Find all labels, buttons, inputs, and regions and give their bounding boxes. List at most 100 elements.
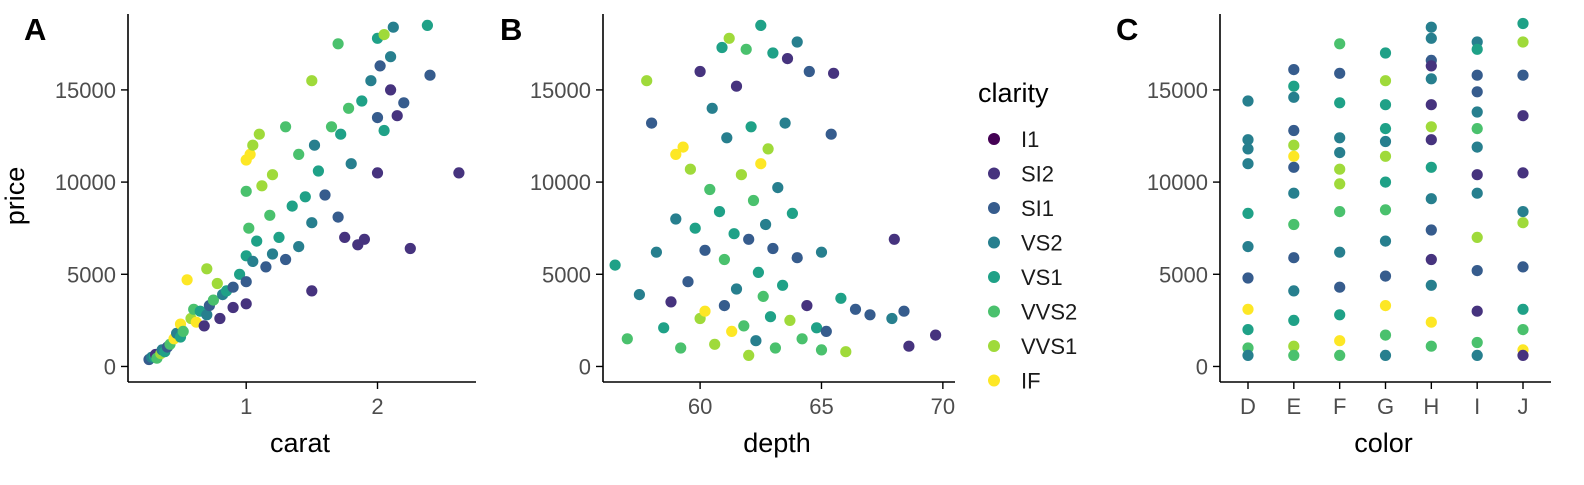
data-point [1334, 335, 1346, 347]
data-point [234, 268, 246, 280]
x-tick-label: I [1474, 394, 1480, 419]
data-point [378, 124, 390, 137]
data-point [214, 312, 226, 325]
legend-swatch [988, 340, 1000, 352]
data-point [1334, 349, 1346, 361]
data-point [609, 259, 621, 271]
data-point [201, 309, 213, 321]
data-point [378, 28, 390, 41]
data-point [684, 163, 697, 175]
data-point [767, 242, 779, 255]
data-point [670, 148, 682, 160]
data-point [815, 246, 828, 258]
data-point [1517, 167, 1529, 179]
y-tick-label: 10000 [55, 170, 116, 195]
legend-label: I1 [1021, 127, 1039, 152]
data-point [694, 65, 706, 78]
x-tick-label: J [1518, 394, 1529, 419]
data-point [299, 191, 311, 203]
data-point [706, 102, 718, 114]
data-point [1517, 324, 1529, 336]
data-point [1334, 132, 1346, 144]
data-point [240, 185, 252, 197]
data-point [721, 132, 733, 144]
x-tick-label: 1 [240, 394, 252, 419]
data-point [803, 65, 815, 78]
data-point [726, 325, 738, 337]
data-point [211, 277, 223, 290]
data-point [1379, 150, 1392, 162]
legend-swatch [988, 374, 1000, 387]
data-point [815, 344, 828, 356]
data-point [888, 233, 900, 245]
legend-swatch [988, 236, 1000, 249]
data-point [1425, 21, 1437, 33]
data-point [365, 75, 377, 87]
panel-a: 0 5000 10000 15000 1 2 carat price A [0, 12, 476, 458]
data-point [1517, 303, 1529, 315]
data-point [1242, 324, 1254, 336]
data-point [345, 158, 357, 170]
data-point [264, 209, 276, 221]
data-point [828, 67, 840, 79]
data-point [1288, 161, 1300, 173]
data-point [385, 51, 397, 63]
data-point [293, 148, 305, 160]
data-point [1471, 43, 1483, 55]
legend-label: VVS2 [1021, 300, 1077, 325]
y-tick-label: 5000 [542, 262, 591, 287]
data-point [260, 261, 272, 273]
data-point [658, 322, 670, 334]
data-point [332, 211, 344, 223]
data-point [385, 84, 397, 96]
data-point [319, 189, 331, 201]
data-point [730, 80, 743, 92]
legend-label: SI2 [1021, 162, 1054, 187]
data-point [864, 309, 876, 321]
legend-label: VVS1 [1021, 334, 1077, 359]
points-layer [1242, 17, 1529, 361]
data-point [1379, 176, 1392, 188]
data-point [332, 38, 344, 50]
legend-swatch [988, 167, 1000, 180]
data-point [769, 342, 782, 354]
data-point [752, 266, 765, 278]
data-point [682, 276, 694, 288]
data-point [743, 233, 755, 245]
data-point [704, 183, 716, 196]
data-point [1379, 270, 1392, 282]
data-point [675, 342, 687, 354]
y-tick-label: 10000 [1147, 170, 1208, 195]
data-point [253, 128, 265, 140]
legend-label: IF [1021, 369, 1041, 394]
panel-tag: C [1116, 12, 1138, 47]
data-point [757, 290, 769, 302]
data-point [718, 300, 731, 312]
data-point [256, 180, 268, 192]
data-point [772, 182, 784, 194]
data-point [743, 349, 755, 361]
data-point [306, 285, 318, 297]
data-point [306, 75, 318, 87]
y-tick-label: 15000 [55, 78, 116, 103]
data-point [1379, 204, 1392, 216]
y-axis-label: price [0, 167, 30, 226]
data-point [735, 169, 748, 181]
data-point [709, 338, 721, 350]
y-tick-label: 0 [579, 354, 591, 379]
data-point [424, 69, 436, 81]
x-tick-label: F [1333, 394, 1346, 419]
data-point [453, 167, 465, 179]
data-point [1471, 169, 1483, 181]
data-point [1471, 106, 1483, 118]
data-point [1242, 207, 1254, 219]
legend-label: VS1 [1021, 265, 1063, 290]
data-point [650, 246, 663, 258]
data-point [811, 322, 823, 334]
data-point [1471, 336, 1483, 349]
data-point [207, 294, 219, 306]
data-point [903, 340, 915, 352]
data-point [1334, 178, 1346, 190]
x-tick-label: G [1377, 394, 1394, 419]
data-point [1288, 124, 1300, 137]
